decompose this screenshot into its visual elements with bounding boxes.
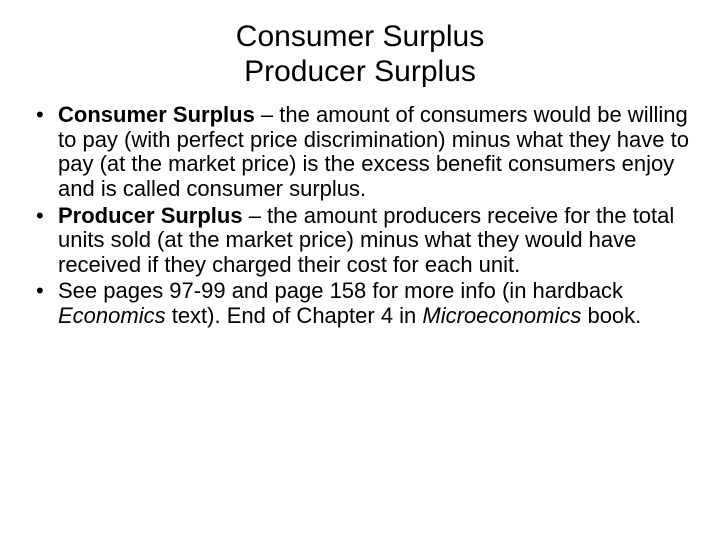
- bullet-term: Consumer Surplus: [58, 102, 255, 127]
- title-line-2: Producer Surplus: [244, 55, 476, 88]
- bullet-text: text). End of Chapter 4 in: [166, 303, 423, 328]
- italic-text: Economics: [58, 303, 166, 328]
- list-item: See pages 97-99 and page 158 for more in…: [58, 279, 690, 328]
- title-line-1: Consumer Surplus: [236, 20, 484, 53]
- bullet-text: See pages 97-99 and page 158 for more in…: [58, 278, 623, 303]
- italic-text: Microeconomics: [422, 303, 581, 328]
- list-item: Producer Surplus – the amount producers …: [58, 204, 690, 278]
- bullet-term: Producer Surplus: [58, 203, 243, 228]
- bullet-text: book.: [581, 303, 641, 328]
- bullet-list: Consumer Surplus – the amount of consume…: [30, 103, 690, 329]
- list-item: Consumer Surplus – the amount of consume…: [58, 103, 690, 202]
- slide-title: Consumer Surplus Producer Surplus: [30, 20, 690, 89]
